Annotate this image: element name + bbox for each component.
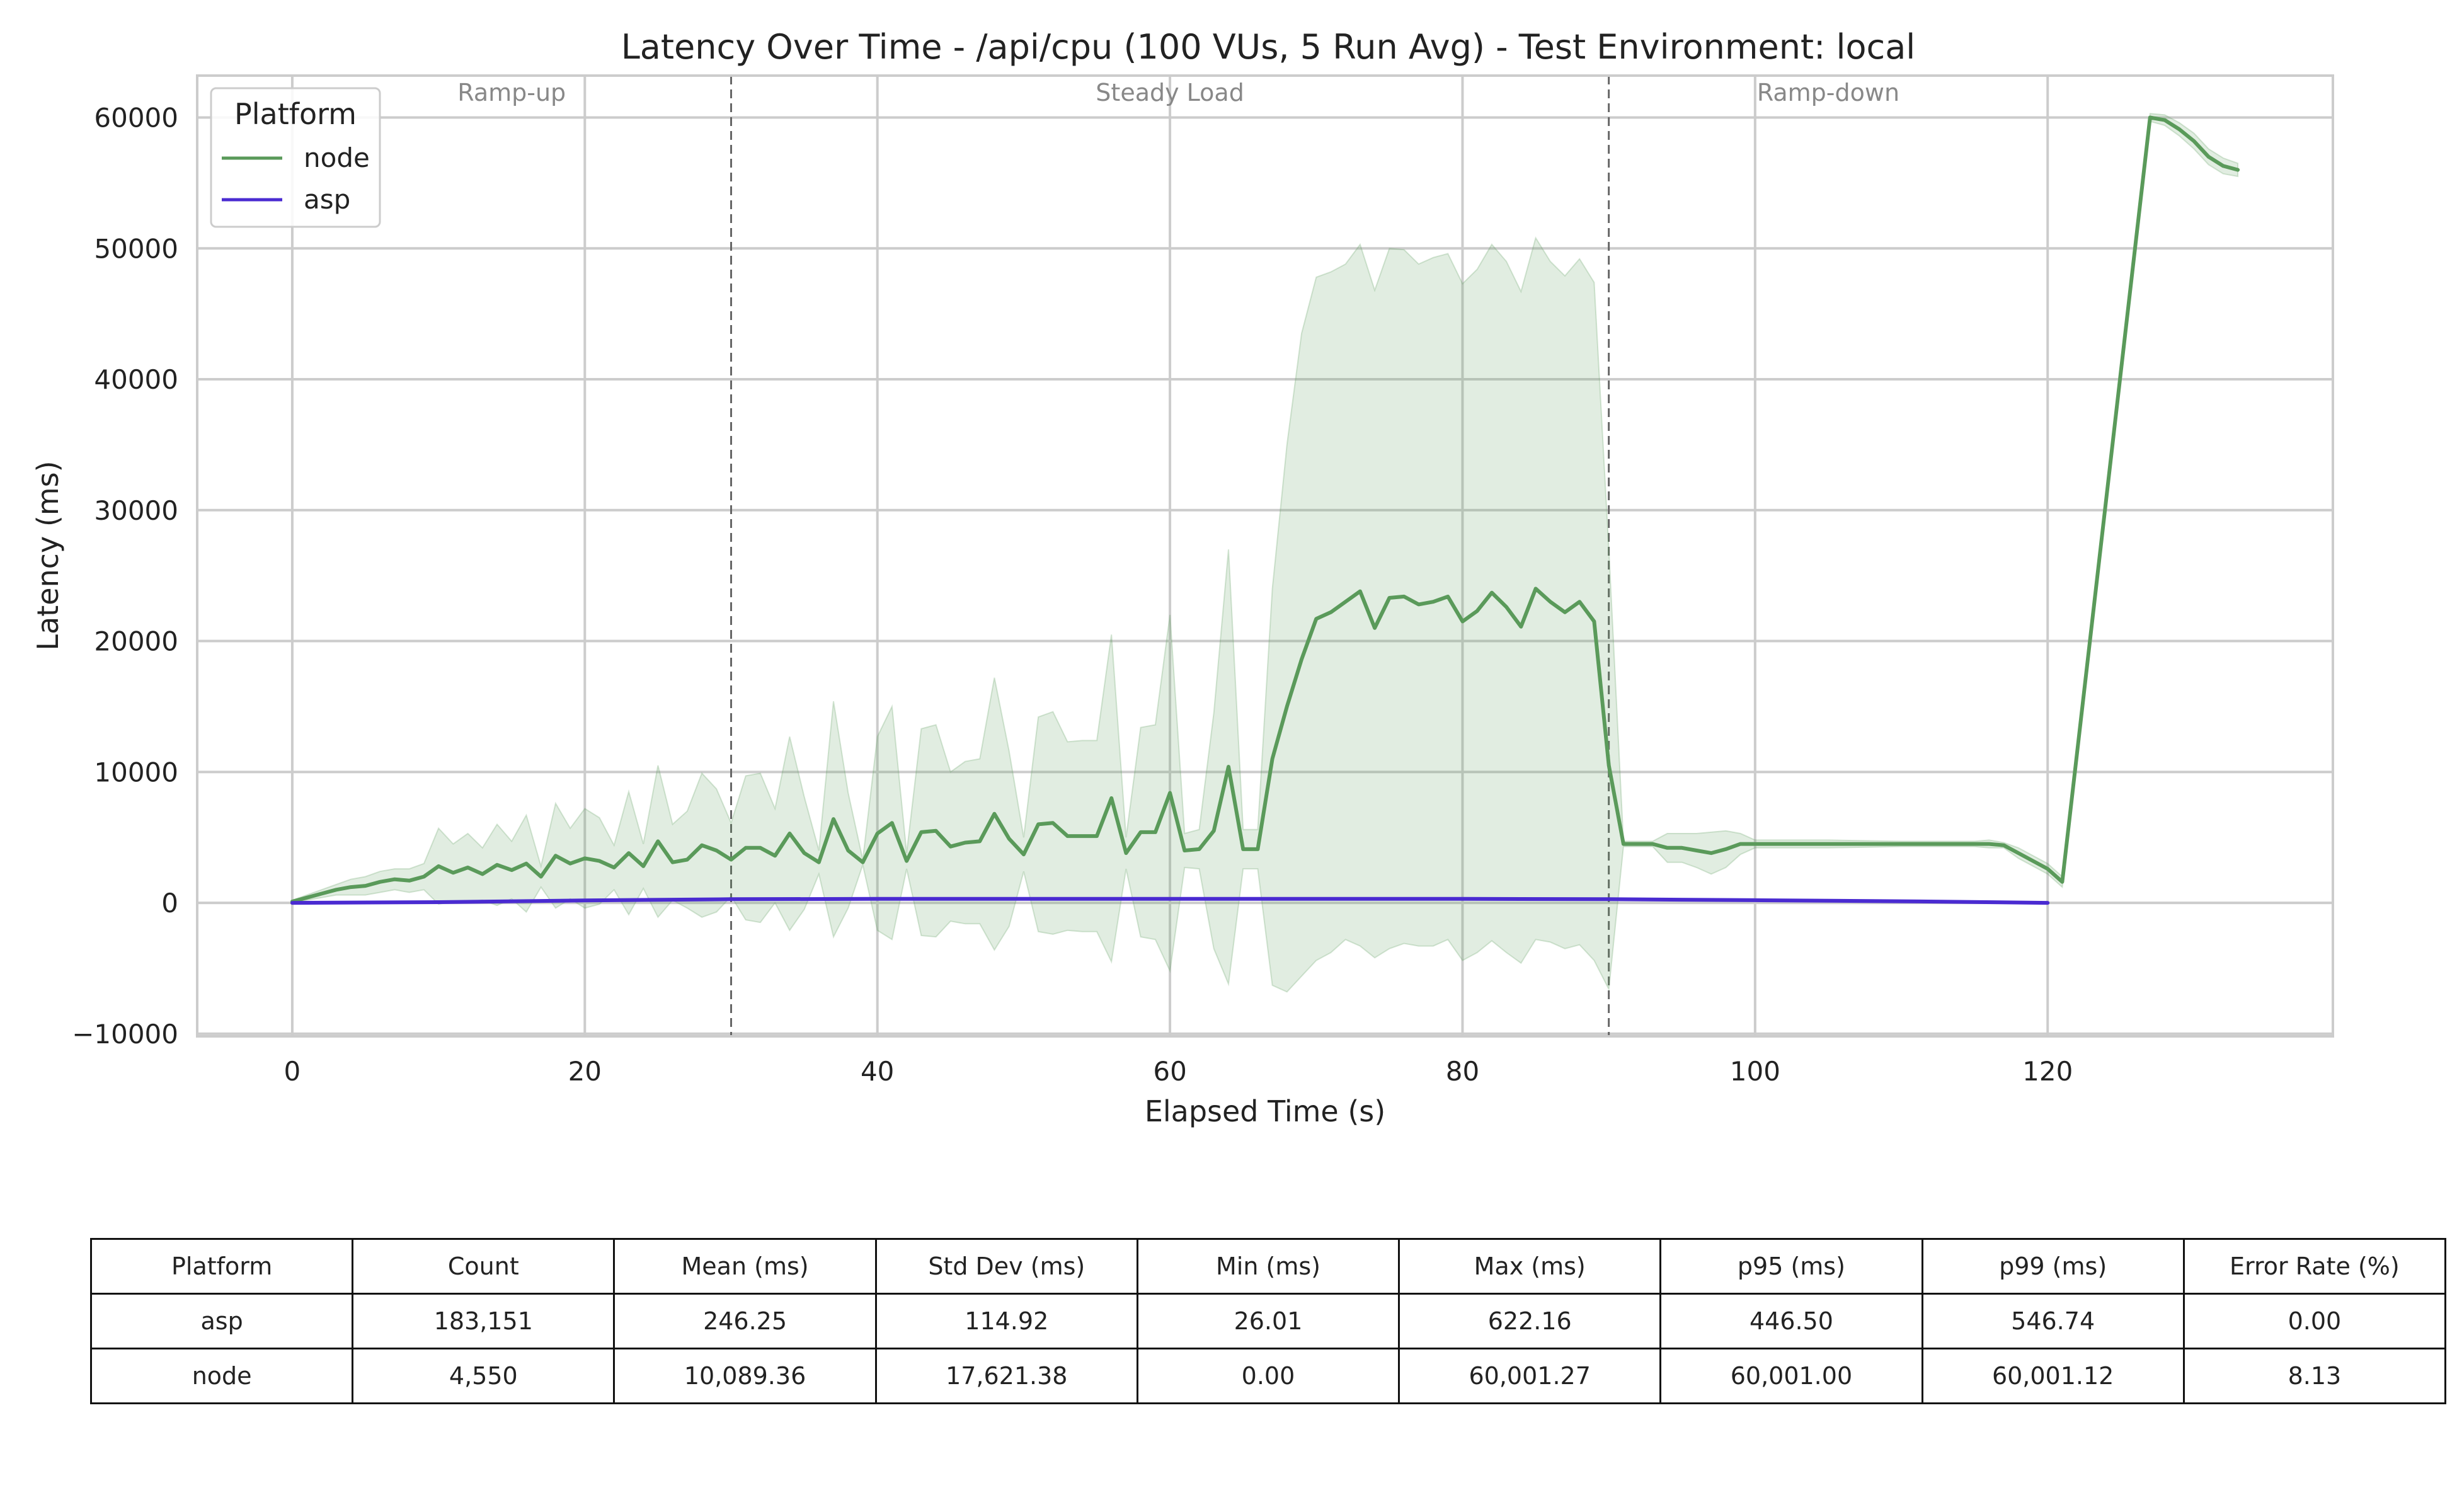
y-tick-label: 50000 [94,233,178,264]
series-line-node [290,115,2240,903]
table-cell: 546.74 [1921,1293,2185,1349]
table-cell: 0.00 [2182,1293,2447,1349]
header-min: Min (ms) [1136,1238,1400,1295]
grid-lines [197,76,2333,1036]
table-cell: 8.13 [2182,1348,2447,1404]
x-tick-label: 40 [861,1056,894,1087]
y-tick-label: 20000 [94,626,178,657]
legend-box [210,87,381,228]
series-line-asp [290,896,2050,905]
legend: Platform node asp [210,87,381,228]
series-lines [290,115,2240,905]
table-cell: asp [89,1293,354,1349]
table-cell: 10,089.36 [613,1348,877,1404]
y-tick-label: 0 [161,888,178,919]
latency-chart: Latency Over Time - /api/cpu (100 VUs, 5… [31,27,2334,1128]
x-tick-label: 80 [1446,1056,1479,1087]
table-cell: node [89,1348,354,1404]
legend-title: Platform [234,97,357,131]
table-cell: 60,001.12 [1921,1348,2185,1404]
table-cell: 60,001.27 [1398,1348,1662,1404]
x-tick-label: 60 [1153,1056,1186,1087]
table-cell: 17,621.38 [874,1348,1138,1404]
table-cell: 446.50 [1659,1293,1923,1349]
phase-label: Ramp-down [1757,79,1899,106]
header-count: Count [352,1238,616,1295]
table-cell: 246.25 [613,1293,877,1349]
plot-frame [196,74,2334,1038]
x-tick-label: 20 [568,1056,602,1087]
header-p99: p99 (ms) [1921,1238,2185,1295]
legend-label-asp: asp [304,184,350,215]
axis-ticks: 0 20 40 60 80 100 120 −10000 0 10000 20000 30000 400… [72,102,2073,1087]
table-row: asp 183,151 246.25 114.92 26.01 622.16 4… [89,1293,2447,1349]
chart-title: Latency Over Time - /api/cpu (100 VUs, 5… [621,27,1916,67]
y-axis-label: Latency (ms) [31,461,65,650]
y-tick-label: 40000 [94,364,178,395]
table-cell: 622.16 [1398,1293,1662,1349]
table-cell: 0.00 [1136,1348,1400,1404]
y-tick-label: −10000 [72,1019,178,1050]
y-tick-label: 10000 [94,757,178,788]
phase-label: Steady Load [1096,79,1244,106]
header-std-dev: Std Dev (ms) [874,1238,1138,1295]
x-axis-label: Elapsed Time (s) [1145,1094,1385,1128]
table-cell: 26.01 [1136,1293,1400,1349]
stats-table: Platform Count Mean (ms) Std Dev (ms) Mi… [89,1238,2447,1404]
table-cell: 60,001.00 [1659,1348,1923,1404]
plot-area [197,76,2333,1036]
x-tick-label: 0 [284,1056,301,1087]
table-cell: 183,151 [352,1293,616,1349]
header-platform: Platform [89,1238,354,1295]
x-tick-label: 120 [2022,1056,2073,1087]
table-row: node 4,550 10,089.36 17,621.38 0.00 60,0… [89,1348,2447,1404]
phase-markers: Ramp-up Steady Load Ramp-down [457,76,1899,1036]
header-mean: Mean (ms) [613,1238,877,1295]
x-tick-label: 100 [1730,1056,1780,1087]
table-header-row: Platform Count Mean (ms) Std Dev (ms) Mi… [89,1238,2447,1295]
table-cell: 4,550 [352,1348,616,1404]
y-tick-label: 30000 [94,495,178,526]
header-max: Max (ms) [1398,1238,1662,1295]
table-cell: 114.92 [874,1293,1138,1349]
y-tick-label: 60000 [94,102,178,133]
legend-label-node: node [304,142,370,173]
header-error-rate: Error Rate (%) [2182,1238,2447,1295]
phase-label: Ramp-up [457,79,566,106]
header-p95: p95 (ms) [1659,1238,1923,1295]
